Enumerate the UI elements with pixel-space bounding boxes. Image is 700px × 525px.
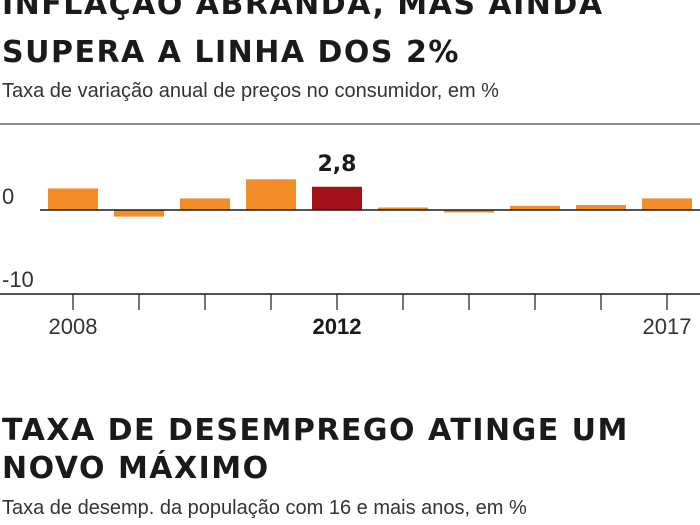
bar-2010	[180, 198, 230, 210]
chart-title-line1: INFLAÇÃO ABRANDA, MAS AINDA	[2, 0, 604, 22]
y-tick-label: 0	[2, 184, 14, 209]
bar-2015	[510, 205, 560, 210]
bar-2009	[114, 210, 164, 217]
chart-title-line2: SUPERA A LINHA DOS 2%	[2, 35, 460, 70]
unemployment-title-line2: NOVO MÁXIMO	[2, 451, 270, 486]
y-tick-label: -10	[2, 267, 34, 292]
value-label-highlight: 2,8	[318, 152, 357, 177]
chart-subtitle: Taxa de variação anual de preços no cons…	[2, 80, 499, 102]
x-tick-label-2017: 2017	[643, 314, 692, 339]
bar-2017	[642, 198, 692, 210]
bar-2012	[312, 186, 362, 210]
bar-2013	[378, 207, 428, 210]
unemployment-title-line1: TAXA DE DESEMPREGO ATINGE UM	[2, 413, 629, 448]
x-tick-label-2008: 2008	[49, 314, 98, 339]
bar-2016	[576, 205, 626, 210]
unemployment-subtitle: Taxa de desemp. da população com 16 e ma…	[2, 497, 527, 519]
x-tick-label-2012: 2012	[313, 314, 362, 339]
bar-2008	[48, 188, 98, 210]
bar-2014	[444, 210, 494, 213]
bar-2011	[246, 179, 296, 210]
